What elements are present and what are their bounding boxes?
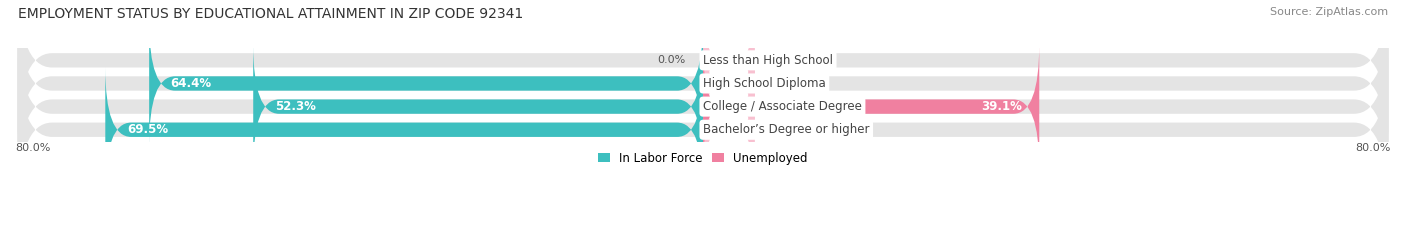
Legend: In Labor Force, Unemployed: In Labor Force, Unemployed bbox=[593, 147, 813, 170]
FancyBboxPatch shape bbox=[703, 68, 755, 192]
FancyBboxPatch shape bbox=[18, 21, 1388, 192]
Text: 69.5%: 69.5% bbox=[127, 123, 167, 136]
Text: 0.0%: 0.0% bbox=[768, 55, 796, 65]
FancyBboxPatch shape bbox=[18, 44, 1388, 215]
Text: 39.1%: 39.1% bbox=[981, 100, 1022, 113]
FancyBboxPatch shape bbox=[149, 21, 703, 146]
FancyBboxPatch shape bbox=[703, 44, 755, 169]
FancyBboxPatch shape bbox=[703, 44, 1039, 169]
Text: 0.0%: 0.0% bbox=[768, 79, 796, 89]
Text: 80.0%: 80.0% bbox=[1355, 143, 1391, 153]
Text: 80.0%: 80.0% bbox=[15, 143, 51, 153]
FancyBboxPatch shape bbox=[703, 21, 755, 146]
Text: High School Diploma: High School Diploma bbox=[703, 77, 825, 90]
FancyBboxPatch shape bbox=[18, 0, 1388, 169]
Text: 0.0%: 0.0% bbox=[768, 125, 796, 135]
FancyBboxPatch shape bbox=[253, 44, 703, 169]
Text: Less than High School: Less than High School bbox=[703, 54, 832, 67]
FancyBboxPatch shape bbox=[18, 0, 1388, 146]
Text: EMPLOYMENT STATUS BY EDUCATIONAL ATTAINMENT IN ZIP CODE 92341: EMPLOYMENT STATUS BY EDUCATIONAL ATTAINM… bbox=[18, 7, 523, 21]
Text: 64.4%: 64.4% bbox=[170, 77, 212, 90]
Text: Source: ZipAtlas.com: Source: ZipAtlas.com bbox=[1270, 7, 1388, 17]
Text: 0.0%: 0.0% bbox=[658, 55, 686, 65]
FancyBboxPatch shape bbox=[703, 0, 755, 123]
Text: College / Associate Degree: College / Associate Degree bbox=[703, 100, 862, 113]
Text: 52.3%: 52.3% bbox=[274, 100, 315, 113]
FancyBboxPatch shape bbox=[105, 68, 703, 192]
Text: Bachelor’s Degree or higher: Bachelor’s Degree or higher bbox=[703, 123, 869, 136]
